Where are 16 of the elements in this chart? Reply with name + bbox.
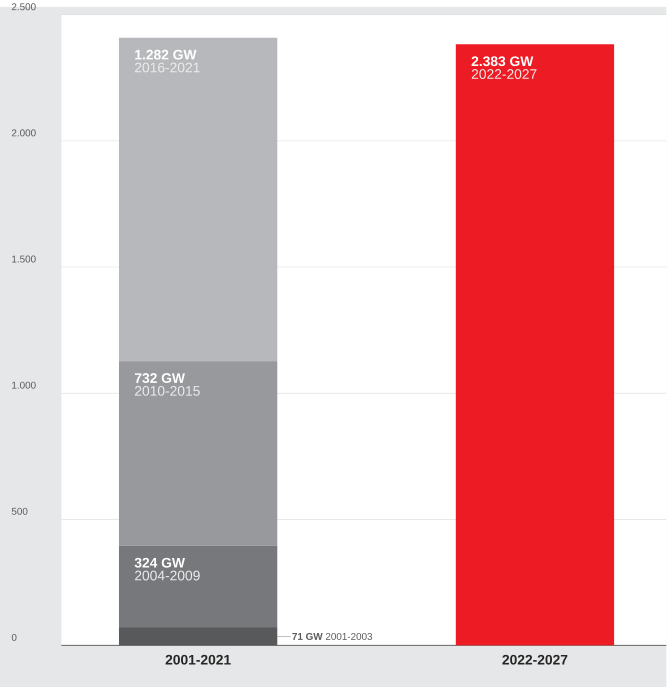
y-tick-label: 0 (12, 634, 17, 641)
data-label: 732 GW (135, 373, 186, 383)
x-tick-label: 2001-2021 (166, 654, 231, 665)
y-tick-label: 1.000 (12, 382, 36, 389)
series-label: 2022-2027 (472, 69, 537, 79)
y-tick-label: 2.000 (12, 129, 36, 136)
data-label: 1.282 GW (135, 50, 197, 60)
data-label: 2.383 GW (472, 56, 534, 66)
series-label: 2004-2009 (135, 570, 200, 580)
text: 2001-2003 (326, 632, 372, 640)
y-tick-label: 1.500 (12, 256, 36, 263)
data-label: 324 GW (134, 558, 186, 568)
y-tick-label: 500 (12, 508, 28, 515)
y-tick-label: 2.500 (12, 3, 36, 10)
data-label: 71 GW (292, 632, 323, 640)
series-label: 2010-2015 (135, 386, 200, 396)
